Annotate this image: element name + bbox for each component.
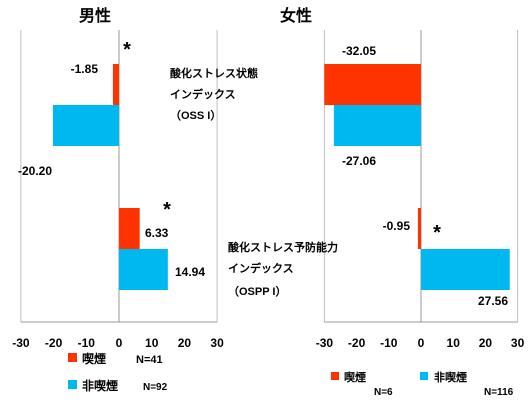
x-tick-label: -10 bbox=[380, 336, 398, 350]
bar-smoking bbox=[112, 64, 119, 105]
category-label-oss: 酸化ストレス状態 インデックス （OSS I） bbox=[170, 66, 258, 122]
legend-sample-size: N=6 bbox=[374, 387, 393, 398]
data-label: -32.05 bbox=[342, 44, 376, 58]
chart-panel: 男性 -30 -20 -10 0 10 20 30 -1.85 6.33 -20.20 14.94 *… bbox=[12, 6, 224, 393]
significance-mark: * bbox=[123, 39, 131, 61]
x-tick-label: 20 bbox=[178, 336, 192, 350]
category-label-line: （OSS I） bbox=[170, 109, 221, 122]
legend: 喫煙 非喫煙 N=6 N=116 bbox=[331, 370, 514, 398]
significance-mark: * bbox=[433, 222, 441, 244]
x-tick-label: -20 bbox=[348, 336, 366, 350]
bar-smoking bbox=[119, 208, 140, 249]
x-tick-label: 0 bbox=[116, 336, 123, 350]
significance-mark: * bbox=[163, 199, 171, 221]
data-label: -27.06 bbox=[342, 154, 376, 168]
bar-non-smoking bbox=[421, 249, 510, 290]
x-tick-label: -30 bbox=[316, 336, 334, 350]
x-tick-label: 30 bbox=[511, 336, 525, 350]
bar-non-smoking bbox=[52, 105, 119, 146]
data-label: -1.85 bbox=[71, 62, 99, 76]
x-tick-label: -20 bbox=[45, 336, 63, 350]
data-label: 27.56 bbox=[478, 294, 508, 308]
x-tick-label: -30 bbox=[12, 336, 30, 350]
x-tick-label: -10 bbox=[78, 336, 96, 350]
legend-sample-size: N=41 bbox=[136, 354, 163, 366]
bar-smoking bbox=[324, 64, 421, 105]
legend-swatch bbox=[68, 353, 77, 362]
bar-smoking bbox=[417, 208, 421, 249]
plot-area: -30 -20 -10 0 10 20 30 -1.85 6.33 -20.20 14.94 * * bbox=[12, 30, 224, 350]
x-tick-label: 30 bbox=[210, 336, 224, 350]
x-tick-label: 0 bbox=[418, 336, 425, 350]
bar-non-smoking bbox=[333, 105, 421, 146]
data-label: 6.33 bbox=[145, 226, 169, 240]
category-label-ospp: 酸化ストレス予防能力 インデックス （OSPP I） bbox=[228, 240, 338, 298]
category-label-line: インデックス bbox=[170, 87, 236, 101]
legend: 喫煙 N=41 非喫煙 N=92 bbox=[68, 351, 168, 393]
legend-sample-size: N=116 bbox=[484, 387, 514, 398]
legend-swatch bbox=[331, 372, 339, 380]
legend-swatch bbox=[420, 372, 428, 380]
category-labels: 酸化ストレス状態 インデックス （OSS I） 酸化ストレス予防能力 インデック… bbox=[170, 66, 338, 298]
chart-panel: 女性 -30 -20 -10 0 10 20 30 -32.05 -0.95 -27.06 27.5… bbox=[280, 6, 525, 398]
x-tick-label: 10 bbox=[145, 336, 159, 350]
category-label-line: （OSPP I） bbox=[228, 285, 286, 298]
category-label-line: 酸化ストレス予防能力 bbox=[228, 240, 338, 254]
x-tick-label: 20 bbox=[479, 336, 493, 350]
chart-title: 男性 bbox=[79, 6, 111, 25]
legend-label: 喫煙 bbox=[344, 370, 366, 384]
category-label-line: インデックス bbox=[228, 261, 294, 275]
category-label-line: 酸化ストレス状態 bbox=[170, 66, 258, 80]
legend-label: 非喫煙 bbox=[82, 378, 118, 393]
legend-sample-size: N=92 bbox=[143, 382, 168, 393]
data-label: -20.20 bbox=[18, 164, 52, 178]
data-label: -0.95 bbox=[383, 219, 411, 233]
plot-area: -30 -20 -10 0 10 20 30 -32.05 -0.95 -27.06 27.56 * bbox=[316, 30, 525, 350]
legend-swatch bbox=[68, 380, 77, 389]
chart-title: 女性 bbox=[280, 6, 312, 25]
legend-label: 非喫煙 bbox=[434, 370, 467, 384]
legend-label: 喫煙 bbox=[82, 351, 106, 366]
x-tick-label: 10 bbox=[447, 336, 461, 350]
bar-non-smoking bbox=[119, 249, 168, 290]
data-label: 14.94 bbox=[175, 265, 205, 279]
